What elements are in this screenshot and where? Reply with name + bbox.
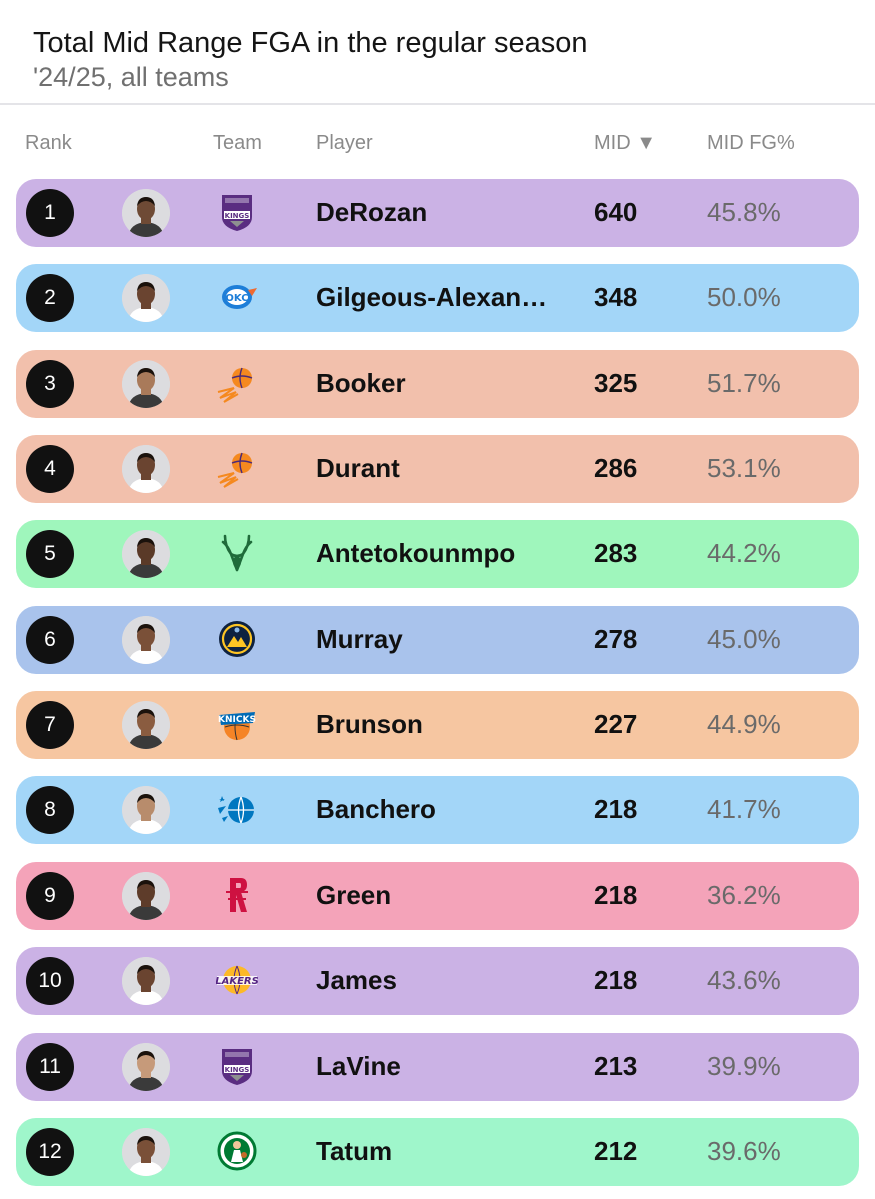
rank-badge: 8 (26, 786, 74, 835)
table-row[interactable]: 12 Tatum 212 39.6% (16, 1117, 859, 1186)
column-header-team[interactable]: Team (213, 132, 262, 154)
player-avatar (122, 274, 170, 323)
player-name: Booker (316, 367, 406, 398)
mid-fg-pct: 53.1% (707, 453, 781, 484)
mid-value: 640 (594, 197, 638, 227)
svg-text:LAKERS: LAKERS (216, 976, 258, 987)
player-name: Durant (316, 453, 400, 484)
player-avatar (122, 445, 170, 494)
svg-text:KNICKS: KNICKS (218, 715, 256, 725)
thunder-logo-icon: OKC (216, 276, 258, 318)
mid-value: 212 (594, 1135, 638, 1166)
mid-value: 325 (594, 367, 638, 398)
table-row[interactable]: 5 Antetokounmpo 283 44.2% (16, 520, 859, 589)
table-row[interactable]: 1 KINGS DeRozan 640 45.8% (16, 179, 859, 247)
mid-value: 283 (594, 538, 638, 569)
player-name: Tatum (316, 1135, 393, 1166)
nuggets-logo-icon (216, 618, 258, 660)
table-row[interactable]: 7 KNICKS Brunson 227 44.9% (16, 691, 859, 760)
player-name: Gilgeous-Alexan… (316, 282, 548, 313)
mid-fg-pct: 44.2% (707, 538, 781, 569)
rank-badge: 5 (26, 530, 74, 579)
svg-text:KINGS: KINGS (225, 1066, 250, 1074)
suns-logo-icon (216, 447, 258, 489)
rank-badge: 10 (26, 957, 74, 1006)
rank-badge: 3 (26, 359, 74, 408)
mid-fg-pct: 44.9% (707, 709, 781, 740)
rank-badge: 7 (26, 701, 74, 750)
table-row[interactable]: 9 Green 218 36.2% (16, 861, 859, 930)
column-header-player[interactable]: Player (316, 132, 373, 154)
player-name: Murray (316, 623, 403, 654)
column-header-mid[interactable]: MID ▼ (594, 132, 657, 154)
mid-value: 213 (594, 1050, 638, 1081)
player-avatar (122, 1042, 170, 1091)
rank-badge: 2 (26, 274, 74, 323)
player-avatar (122, 615, 170, 664)
player-avatar (122, 189, 170, 237)
player-name: DeRozan (316, 197, 428, 227)
page-header: Total Mid Range FGA in the regular seaso… (0, 0, 875, 105)
page-subtitle: '24/25, all teams (33, 62, 229, 92)
kings-logo-icon: KINGS (216, 1045, 258, 1087)
column-header-mid-fg[interactable]: MID FG% (707, 132, 795, 154)
celtics-logo-icon (216, 1130, 258, 1172)
player-avatar (122, 530, 170, 579)
column-header-rank[interactable]: Rank (25, 132, 72, 154)
lakers-logo-icon: LAKERS (215, 959, 259, 1001)
mid-value: 218 (594, 879, 638, 910)
mid-fg-pct: 39.9% (707, 1050, 781, 1081)
mid-fg-pct: 43.6% (707, 965, 781, 996)
rank-badge: 11 (26, 1042, 74, 1091)
table-row[interactable]: 4 Durant 286 53.1% (16, 435, 859, 504)
rank-badge: 1 (26, 189, 74, 237)
rank-badge: 6 (26, 615, 74, 664)
page-title: Total Mid Range FGA in the regular seaso… (33, 27, 588, 59)
player-avatar (122, 871, 170, 920)
magic-logo-icon (216, 788, 258, 830)
table-row[interactable]: 6 Murray 278 45.0% (16, 605, 859, 674)
mid-fg-pct: 51.7% (707, 367, 781, 398)
mid-fg-pct: 39.6% (707, 1135, 781, 1166)
mid-value: 218 (594, 794, 638, 825)
svg-text:KINGS: KINGS (225, 212, 250, 220)
table-row[interactable]: 11 KINGS LaVine 213 39.9% (16, 1032, 859, 1101)
table-row[interactable]: 8 Banchero 218 41.7% (16, 776, 859, 845)
mid-value: 278 (594, 623, 638, 654)
player-name: Green (316, 879, 392, 910)
suns-logo-icon (216, 362, 258, 404)
mid-fg-pct: 45.8% (707, 197, 781, 227)
mid-fg-pct: 41.7% (707, 794, 781, 825)
player-name: James (316, 965, 397, 996)
player-avatar (122, 786, 170, 835)
table-row[interactable]: 3 Booker 325 51.7% (16, 349, 859, 418)
player-avatar (122, 957, 170, 1006)
mid-fg-pct: 36.2% (707, 879, 781, 910)
table-row[interactable]: 2 OKC Gilgeous-Alexan… 348 50.0% (16, 264, 859, 333)
mid-value: 227 (594, 709, 638, 740)
mid-value: 218 (594, 965, 638, 996)
rank-badge: 12 (26, 1127, 74, 1176)
player-name: Antetokounmpo (316, 538, 516, 569)
mid-fg-pct: 50.0% (707, 282, 781, 313)
table-row[interactable]: 10 LAKERS James 218 43.6% (16, 947, 859, 1016)
mid-value: 348 (594, 282, 638, 313)
player-name: LaVine (316, 1050, 401, 1081)
rockets-logo-icon (216, 874, 258, 916)
kings-logo-icon: KINGS (216, 191, 258, 233)
rank-badge: 9 (26, 871, 74, 920)
bucks-logo-icon (216, 532, 258, 574)
mid-value: 286 (594, 453, 638, 484)
player-avatar (122, 1127, 170, 1176)
player-avatar (122, 359, 170, 408)
player-avatar (122, 701, 170, 750)
svg-text:OKC: OKC (225, 293, 248, 304)
knicks-logo-icon: KNICKS (216, 703, 258, 745)
player-name: Brunson (316, 709, 423, 740)
rank-badge: 4 (26, 445, 74, 494)
mid-fg-pct: 45.0% (707, 623, 781, 654)
player-name: Banchero (316, 794, 436, 825)
